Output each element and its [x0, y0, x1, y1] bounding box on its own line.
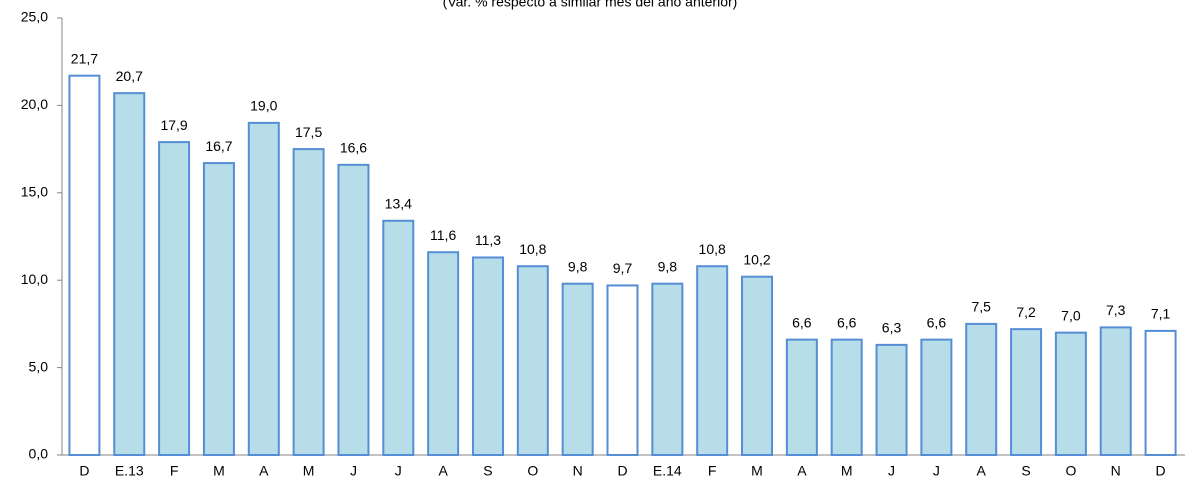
bar [741, 275, 774, 457]
bar [158, 141, 191, 456]
bar [785, 338, 818, 456]
chart-subtitle: (Var. % respecto a similar mes del año a… [443, 0, 738, 10]
bar [202, 162, 235, 456]
bar [382, 219, 415, 456]
value-label: 6,6 [927, 314, 947, 330]
bar [606, 284, 639, 456]
bar [247, 121, 280, 456]
x-tick-label: S [1021, 463, 1030, 479]
x-tick-label: A [259, 463, 269, 479]
x-tick-label: F [170, 463, 179, 479]
value-label: 7,5 [971, 299, 991, 315]
bar [651, 282, 684, 457]
value-label: 7,0 [1061, 307, 1081, 323]
x-tick-label: M [303, 463, 315, 479]
x-tick-label: E.14 [653, 463, 682, 479]
value-label: 21,7 [71, 50, 98, 66]
bar [1099, 326, 1132, 456]
bar [471, 256, 504, 457]
value-label: 10,8 [699, 241, 726, 257]
value-label: 10,2 [743, 251, 770, 267]
x-tick-label: J [933, 463, 940, 479]
x-tick-label: O [1065, 463, 1076, 479]
x-tick-label: A [438, 463, 448, 479]
value-label: 6,3 [882, 320, 902, 336]
y-tick-label: 15,0 [21, 184, 48, 200]
value-label: 7,2 [1016, 304, 1036, 320]
value-label: 7,1 [1151, 306, 1171, 322]
y-tick-label: 20,0 [21, 96, 48, 112]
y-tick-label: 0,0 [29, 446, 49, 462]
x-tick-label: N [573, 463, 583, 479]
value-label: 11,3 [475, 232, 501, 248]
value-label: 17,9 [160, 117, 187, 133]
value-label: 6,6 [837, 314, 857, 330]
y-tick-label: 10,0 [21, 271, 48, 287]
value-label: 16,7 [205, 138, 232, 154]
bar [696, 265, 729, 456]
x-tick-label: J [395, 463, 402, 479]
value-label: 9,8 [568, 258, 588, 274]
bar [516, 265, 549, 456]
bar [337, 163, 370, 456]
value-label: 11,6 [430, 227, 456, 243]
x-tick-label: S [483, 463, 492, 479]
y-tick-label: 25,0 [21, 9, 48, 25]
x-tick-label: D [617, 463, 627, 479]
y-tick-label: 5,0 [29, 358, 49, 374]
bar [292, 148, 325, 456]
value-label: 13,4 [385, 195, 412, 211]
x-tick-label: A [977, 463, 987, 479]
bar [875, 343, 908, 457]
bar [1054, 331, 1087, 457]
bar [1010, 328, 1043, 457]
value-label: 19,0 [250, 98, 277, 114]
bar [965, 322, 998, 456]
value-label: 7,3 [1106, 302, 1126, 318]
bar [113, 92, 146, 456]
x-tick-label: O [527, 463, 538, 479]
x-tick-label: D [1156, 463, 1166, 479]
value-label: 9,8 [658, 258, 678, 274]
x-tick-label: J [888, 463, 895, 479]
x-tick-label: M [213, 463, 225, 479]
bar [68, 74, 101, 457]
bar [920, 338, 953, 456]
value-label: 6,6 [792, 314, 812, 330]
x-tick-label: A [797, 463, 807, 479]
x-tick-label: N [1111, 463, 1121, 479]
bar [830, 338, 863, 456]
value-label: 20,7 [116, 68, 143, 84]
x-tick-label: F [708, 463, 717, 479]
value-label: 16,6 [340, 140, 367, 156]
bar [561, 282, 594, 457]
x-tick-label: D [79, 463, 89, 479]
x-tick-label: M [841, 463, 853, 479]
x-tick-label: E.13 [115, 463, 144, 479]
value-label: 10,8 [519, 241, 546, 257]
bar [427, 251, 460, 456]
x-tick-label: M [751, 463, 763, 479]
x-tick-label: J [350, 463, 357, 479]
value-label: 17,5 [295, 124, 322, 140]
bar [1144, 329, 1177, 456]
value-label: 9,7 [613, 260, 633, 276]
